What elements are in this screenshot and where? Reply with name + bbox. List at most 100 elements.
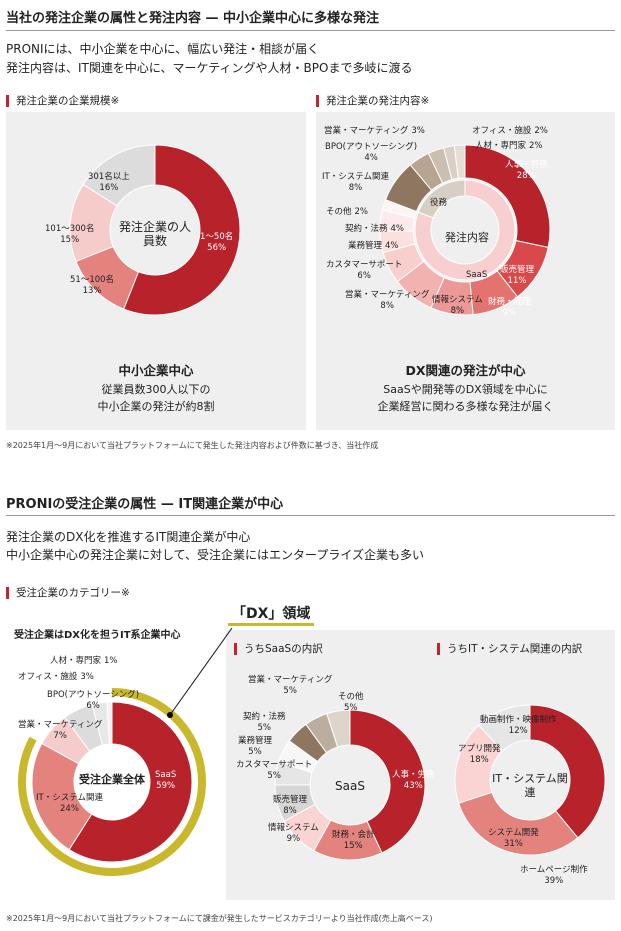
inner-slice-0 [414, 179, 516, 281]
slice-category: 契約・法務 [345, 224, 388, 234]
divider [6, 30, 615, 31]
inner-slice-1 [417, 179, 466, 219]
slice-label: アプリ開発 18% [458, 744, 501, 766]
left-caption: 受注企業はDX化を担うIT系企業中心 [14, 630, 181, 641]
size-slice-3 [82, 144, 156, 207]
inner-label: 役務 [430, 198, 448, 208]
left-text: 中小企業の発注が約8割 [97, 400, 215, 413]
slice-value: 8% [348, 183, 363, 193]
left-headline: 中小企業中心 [118, 363, 194, 378]
slice-value: 4% [385, 241, 399, 251]
slice-category: オフィス・施設 [472, 126, 532, 136]
slice-value: 5% [257, 723, 272, 733]
slice-label: 契約・法務 5% [243, 712, 286, 734]
slice-label: 営業・マーケティング 3% [324, 126, 425, 137]
slice-label: 301名以上 [88, 172, 130, 182]
vendor-slice-5 [106, 701, 113, 745]
slice-value: 13% [82, 286, 102, 296]
it-slice-0 [529, 704, 606, 839]
slice-label: 財務・会計 15% [332, 830, 375, 852]
slice-label: 財務・経理 9% [488, 297, 531, 319]
slice-category: ホームページ制作 [520, 865, 588, 875]
donut-center-label: SaaS [335, 779, 365, 793]
footnote: ※2025年1月〜9月において当社プラットフォームにて発生した発注内容および件数… [6, 441, 379, 450]
slice-category: 販売管理 [273, 795, 308, 805]
slice-label: IT・システム関連 24% [36, 793, 103, 815]
slice-label: BPO(アウトソーシング) 4% [325, 142, 417, 164]
slice-label: 業務管理 4% [348, 241, 399, 252]
slice-label: カスタマーサポート 5% [236, 760, 312, 782]
slice-value: 4% [364, 153, 378, 163]
slice-label: ホームページ制作 39% [520, 865, 588, 887]
slice-value: 11% [507, 276, 527, 286]
slice-value: 9% [502, 308, 517, 318]
slice-value: 8% [380, 301, 394, 311]
slice-value: 6% [357, 271, 371, 281]
category-subheading: 受注企業のカテゴリー※ [6, 587, 130, 599]
slice-value: 7% [53, 731, 67, 741]
slice-value: 5% [344, 703, 358, 713]
slice-label: 1〜50名 [200, 232, 234, 242]
slice-label: 人材・専門家 1% [50, 656, 118, 667]
slice-value: 56% [207, 243, 227, 253]
vendor-category-donut [18, 627, 233, 876]
slice-value: 8% [450, 306, 465, 316]
slice-value: 3% [80, 672, 94, 682]
slice-value: 16% [99, 183, 119, 193]
slice-category: 営業・マーケティング [345, 290, 430, 300]
slice-label: 人事・労務 43% [392, 770, 435, 792]
order-content-donut [379, 144, 551, 316]
slice-value: 9% [286, 834, 301, 844]
slice-category: 人事・労務 [505, 160, 548, 170]
slice-category: 財務・経理 [488, 297, 531, 307]
slice-label: IT・システム関連 8% [322, 172, 389, 194]
slice-category: BPO(アウトソーシング) [47, 690, 140, 700]
section2-lead-1: 発注企業のDX化を推進するIT関連企業が中心 [6, 530, 251, 544]
saas-subheading: うちSaaSの内訳 [234, 643, 323, 655]
slice-value: 2% [529, 141, 543, 151]
it-slice-3 [477, 704, 531, 752]
slice-category: 契約・法務 [243, 712, 286, 722]
slice-category: 営業・マーケティング [18, 720, 103, 730]
slice-value: 6% [86, 701, 100, 711]
slice-label: 営業・マーケティング 8% [345, 290, 429, 312]
donut-center-label: 発注内容 [445, 231, 489, 244]
saas-donut [274, 709, 426, 861]
slice-value: 2% [534, 126, 548, 136]
slice-category: 財務・会計 [332, 830, 375, 840]
slice-category: 人事・労務 [392, 770, 435, 780]
donut-center-label: 発注企業の人員数 [118, 220, 191, 248]
slice-label: カスタマーサポート 6% [326, 260, 402, 282]
slice-category: 動画制作・映像制作 [480, 715, 557, 725]
it-subheading: うちIT・システム関連の内訳 [437, 643, 582, 655]
slice-value: 15% [60, 235, 80, 245]
slice-label: 動画制作・映像制作 12% [480, 715, 557, 737]
slice-category: IT・システム関連 [322, 172, 389, 182]
divider [6, 515, 615, 516]
section1-lead-2: 発注内容は、IT関連を中心に、マーケティングや人材・BPOまで多岐に渡る [6, 61, 413, 75]
slice-category: 営業・マーケティング [324, 126, 409, 136]
slice-value: 4% [390, 224, 405, 234]
slice-label: 営業・マーケティング 7% [18, 720, 102, 742]
dx-area-label: 「DX」領域 [228, 603, 315, 626]
slice-label: 情報システム 9% [268, 823, 319, 845]
slice-value: 43% [403, 781, 423, 791]
slice-label: 51〜100名 [70, 275, 115, 285]
slice-label: 人事・労務 28% [505, 160, 548, 182]
slice-label: オフィス・施設 2% [472, 126, 548, 137]
slice-value: 5% [267, 771, 281, 781]
slice-category: アプリ開発 [458, 744, 501, 754]
slice-category: その他 [326, 207, 352, 217]
dx-callout-line [169, 627, 233, 716]
it-slice-1 [458, 791, 579, 856]
slice-category: 人材・専門家 [50, 656, 102, 666]
slice-category: 人材・専門家 [475, 141, 527, 151]
it-system-donut [454, 704, 606, 856]
slice-category: システム開発 [488, 828, 539, 838]
slice-category: 営業・マーケティング [248, 675, 333, 685]
slice-value: 3% [411, 126, 425, 136]
slice-label: 販売管理 8% [273, 795, 307, 817]
right-text: SaaSや開発等のDX領域を中心に [383, 383, 548, 396]
slice-category: 業務管理 [238, 736, 273, 746]
section1-lead-1: PRONIには、中小企業を中心に、幅広い発注・相談が届く [6, 42, 320, 56]
